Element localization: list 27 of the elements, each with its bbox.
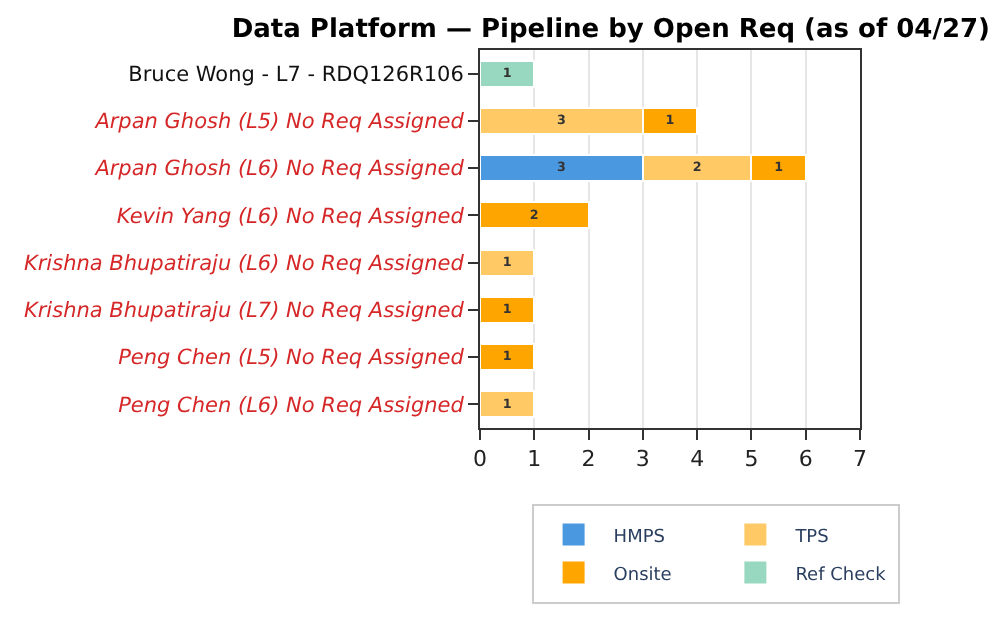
bar [480,201,590,230]
y-tick-label: Kevin Yang (L6) No Req Assigned [116,204,465,229]
bar [480,248,536,277]
legend-label: Ref Check [795,565,888,586]
y-tick-label: Krishna Bhupatiraju (L7) No Req Assigned [23,299,465,324]
bar [480,59,536,88]
y-tick-label: Peng Chen (L5) No Req Assigned [118,346,465,371]
x-tick-label: 3 [635,446,650,473]
bar [480,295,536,324]
x-tick-label: 1 [527,446,542,473]
y-tick-label: Arpan Ghosh (L6) No Req Assigned [93,157,465,182]
y-tick-label: Bruce Wong - L7 - RDQ126R106 [128,62,465,87]
y-tick-label: Arpan Ghosh (L5) No Req Assigned [93,110,465,135]
x-tick-label: 0 [473,446,487,473]
legend-label: Onsite [613,565,673,586]
legend-label: TPS [793,527,830,548]
bar [480,390,536,419]
chart-title: Data Platform — Pipeline by Open Req (as of 04/27) [231,15,990,46]
x-tick-label: 2 [581,446,596,473]
y-tick-label: Krishna Bhupatiraju (L6) No Req Assigned [23,251,465,276]
x-tick-label: 4 [690,446,705,473]
bar [480,343,536,372]
y-tick-label: Peng Chen (L6) No Req Assigned [118,393,465,418]
x-tick-label: 5 [744,446,759,473]
x-tick-label: 7 [853,446,867,473]
legend-label: HMPS [613,527,666,548]
x-tick-label: 6 [798,446,813,473]
